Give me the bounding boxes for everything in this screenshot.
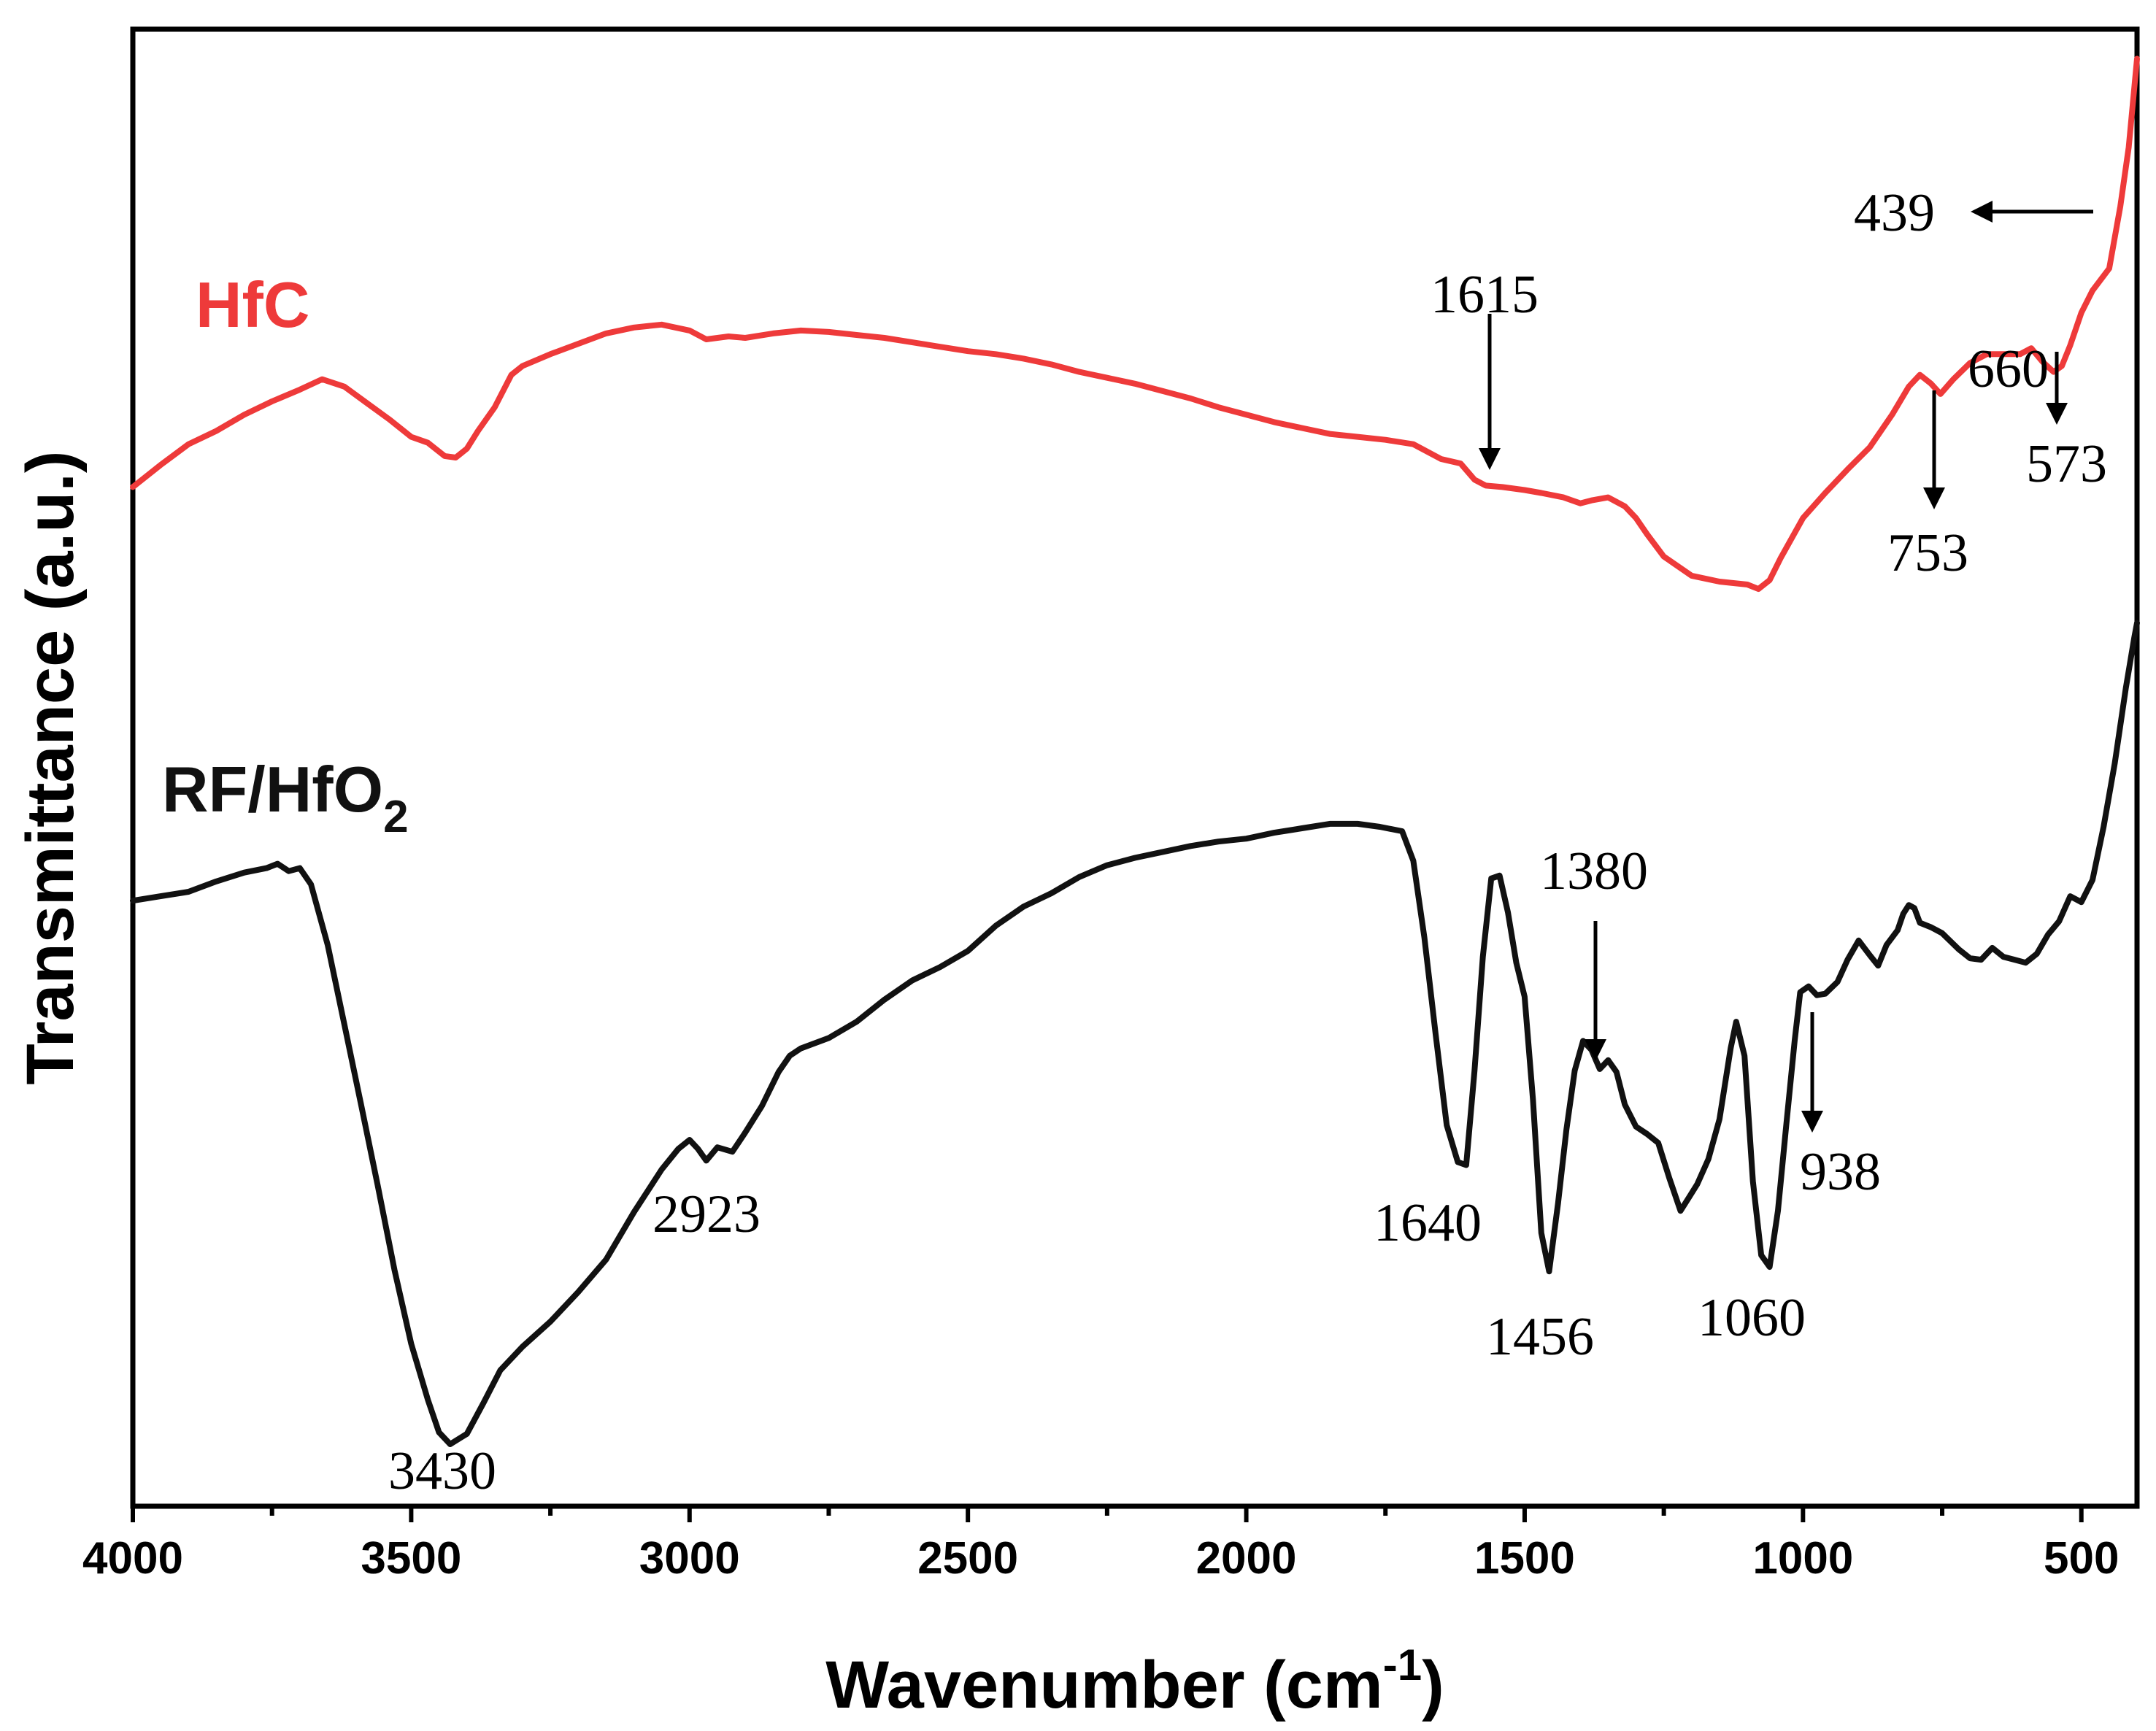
x-tick-label: 3000 bbox=[639, 1533, 740, 1584]
series-line-hfc bbox=[130, 55, 2140, 593]
x-tick-label: 2000 bbox=[1196, 1533, 1297, 1584]
peak-label-1380: 1380 bbox=[1540, 841, 1648, 901]
plot-frame bbox=[130, 26, 2140, 1509]
x-axis-tick-labels: 4000 3500 3000 2500 2000 1500 1000 500 bbox=[82, 1533, 2119, 1584]
peak-label-1640: 1640 bbox=[1374, 1193, 1482, 1253]
x-tick-label: 4000 bbox=[82, 1533, 183, 1584]
peak-label-660: 660 bbox=[1968, 339, 2049, 399]
series-label-hfc: HfC bbox=[196, 269, 309, 341]
series-layer bbox=[130, 55, 2140, 1447]
series-line-rf-hfo2 bbox=[130, 620, 2140, 1447]
x-tick-label: 3500 bbox=[361, 1533, 461, 1584]
x-tick-label: 1500 bbox=[1474, 1533, 1575, 1584]
peak-label-1060: 1060 bbox=[1698, 1288, 1806, 1348]
x-tick-label: 1000 bbox=[1752, 1533, 1853, 1584]
peak-label-2923: 2923 bbox=[652, 1184, 761, 1244]
x-tick-label: 2500 bbox=[917, 1533, 1018, 1584]
peak-label-753: 753 bbox=[1887, 523, 1968, 583]
peak-label-573: 573 bbox=[2026, 434, 2107, 494]
peak-label-1615: 1615 bbox=[1431, 265, 1539, 325]
peak-annotations: 439 1615 753 660 573 3430 2923 1640 1380… bbox=[388, 183, 2107, 1501]
peak-label-1456: 1456 bbox=[1486, 1307, 1594, 1367]
series-label-rf-hfo2: RF/HfO2 bbox=[162, 753, 409, 842]
x-tick-label: 500 bbox=[2044, 1533, 2119, 1584]
x-axis-title: Wavenumber (cm-1) bbox=[825, 1641, 1444, 1722]
peak-label-439: 439 bbox=[1854, 183, 1935, 243]
x-axis-ticks bbox=[131, 1506, 2084, 1522]
peak-label-3430: 3430 bbox=[388, 1441, 496, 1501]
y-axis-title: Transmittance (a.u.) bbox=[13, 450, 88, 1084]
peak-label-938: 938 bbox=[1800, 1142, 1881, 1202]
annotation-arrows bbox=[1479, 201, 2093, 1133]
